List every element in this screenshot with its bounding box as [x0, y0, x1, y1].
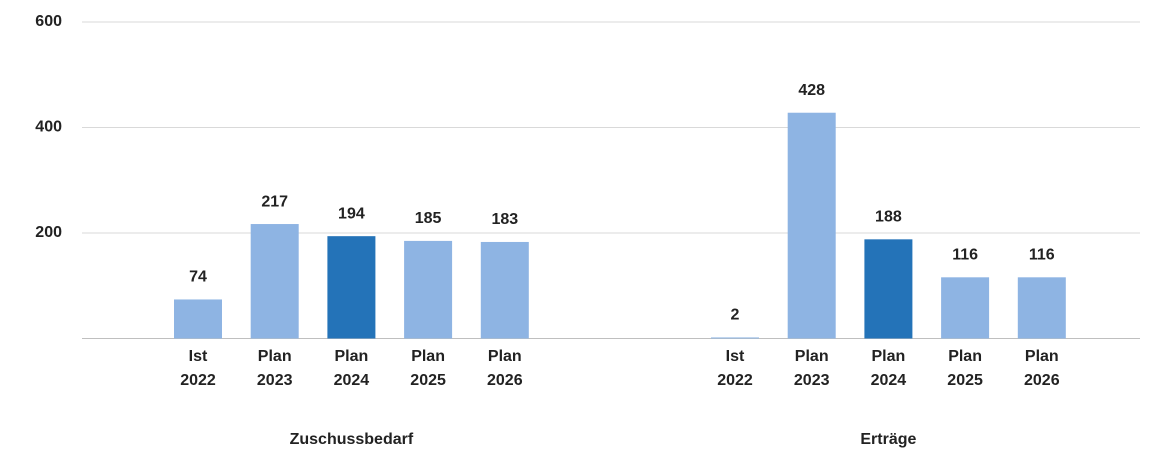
x-tick-label: Plan 2024: [334, 348, 370, 389]
x-tick-label-line: Plan: [335, 348, 369, 365]
x-tick-label-line: 2022: [180, 372, 216, 389]
bar: [787, 112, 836, 339]
x-tick-label-line: Plan: [1025, 348, 1059, 365]
bar: [864, 239, 913, 339]
value-label: 217: [261, 193, 288, 210]
x-tick-label: Ist 2022: [180, 348, 216, 389]
x-tick-label-line: 2026: [487, 372, 523, 389]
value-label: 183: [491, 211, 518, 228]
x-tick-label-line: Plan: [872, 348, 906, 365]
value-label: 116: [1029, 247, 1055, 264]
bar: [711, 337, 759, 339]
group-label: Erträge: [860, 431, 916, 448]
y-tick-label: 200: [35, 224, 62, 241]
x-tick-label-line: 2024: [334, 372, 370, 389]
x-tick-label-line: 2023: [794, 372, 830, 389]
x-tick-label-line: 2022: [717, 372, 753, 389]
bar: [480, 241, 529, 339]
x-tick-label-line: 2025: [410, 372, 446, 389]
bar: [1017, 277, 1066, 339]
x-tick-label-line: Ist: [189, 348, 208, 365]
y-tick-label: 400: [35, 119, 62, 136]
x-tick-label: Plan 2023: [794, 348, 830, 389]
y-tick-label: 600: [35, 13, 62, 30]
bar: [250, 224, 299, 339]
x-tick-label-line: Plan: [258, 348, 292, 365]
x-tick-label-line: Plan: [948, 348, 982, 365]
x-tick-label-line: Plan: [795, 348, 829, 365]
x-tick-label-line: 2025: [947, 372, 983, 389]
x-tick-label-line: 2023: [257, 372, 293, 389]
x-tick-label: Plan 2025: [947, 348, 983, 389]
value-label: 428: [798, 82, 825, 99]
x-tick-label: Plan 2025: [410, 348, 446, 389]
value-label: 74: [189, 269, 207, 286]
x-tick-label-line: Ist: [726, 348, 745, 365]
bar: [404, 240, 453, 339]
x-tick-label: Ist 2022: [717, 348, 753, 389]
bar: [941, 277, 990, 339]
bar: [327, 236, 376, 339]
value-label: 194: [338, 205, 365, 222]
bar: [174, 299, 222, 339]
x-tick-label: Plan 2023: [257, 348, 293, 389]
x-tick-label: Plan 2026: [1024, 348, 1060, 389]
x-tick-label: Plan 2024: [871, 348, 907, 389]
x-tick-label-line: Plan: [411, 348, 445, 365]
group-label: Zuschussbedarf: [290, 431, 414, 448]
x-tick-label-line: 2026: [1024, 372, 1060, 389]
x-tick-label: Plan 2026: [487, 348, 523, 389]
x-tick-label-line: 2024: [871, 372, 907, 389]
x-tick-label-line: Plan: [488, 348, 522, 365]
value-label: 2: [731, 307, 740, 324]
value-label: 116: [952, 247, 978, 264]
value-label: 188: [875, 209, 902, 226]
value-label: 185: [415, 210, 442, 227]
